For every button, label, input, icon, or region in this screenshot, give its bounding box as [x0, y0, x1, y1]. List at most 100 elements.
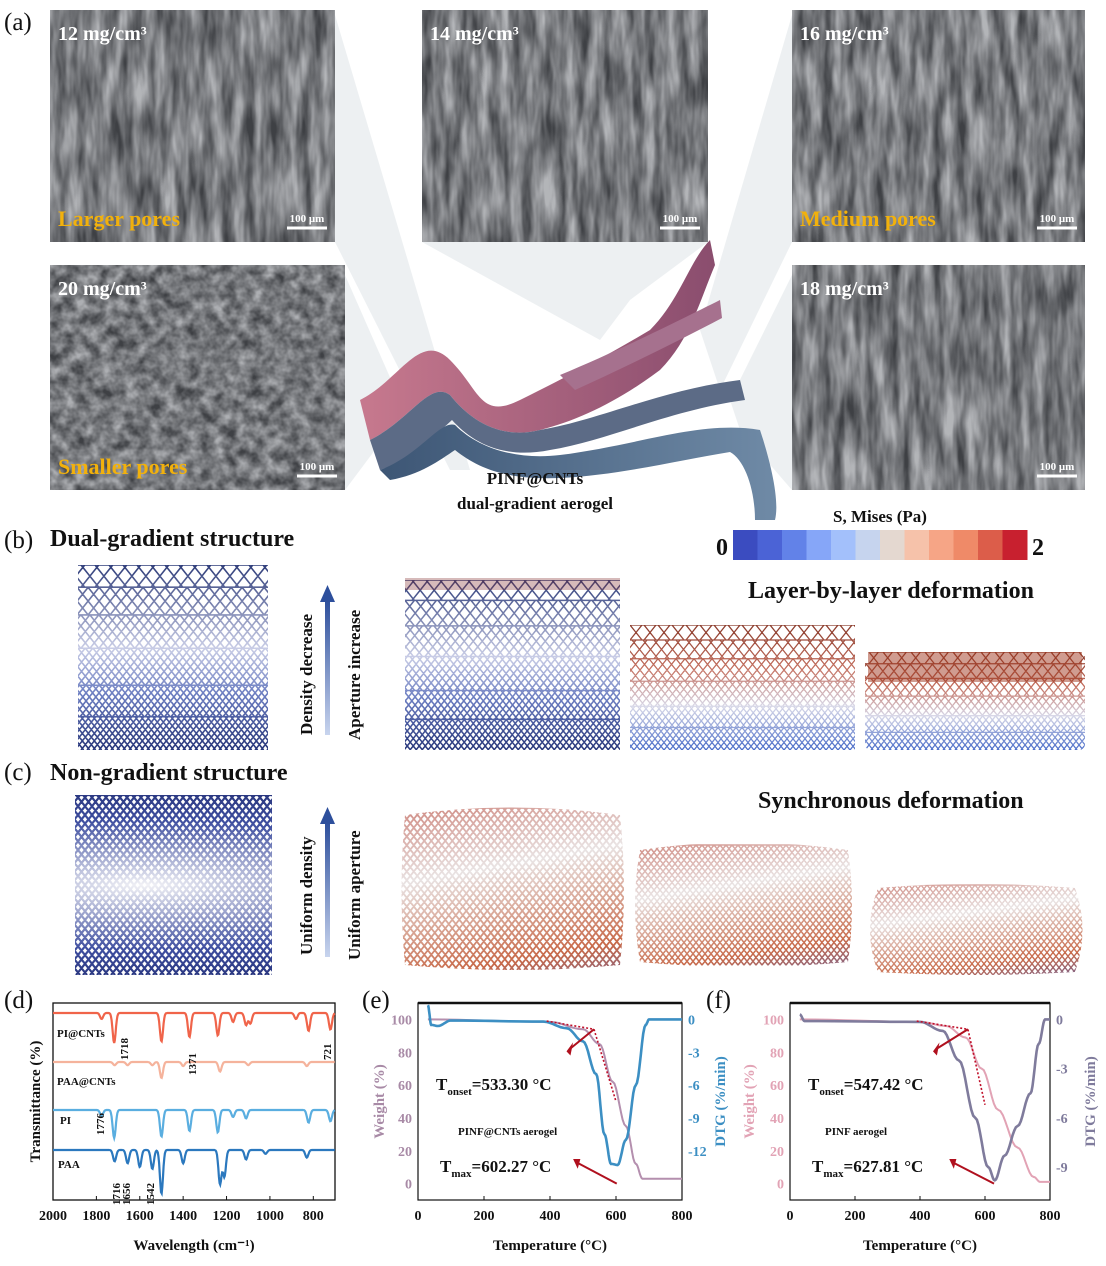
panel-label-f: (f) — [706, 987, 731, 1014]
label-symbol: T — [436, 1075, 448, 1094]
arrow-head-icon — [949, 1158, 957, 1169]
colorbar-segment — [733, 530, 758, 560]
y2-tick-label: -9 — [1056, 1161, 1068, 1176]
panel-label-d: (d) — [4, 987, 33, 1014]
scale-bar-label: 100 μm — [663, 213, 698, 225]
arrow-head-icon — [933, 1042, 940, 1056]
label-symbol: T — [440, 1157, 452, 1176]
x-tick-label: 0 — [415, 1209, 422, 1224]
colorbar-segment — [904, 530, 930, 560]
colorbar-max: 2 — [1032, 535, 1044, 561]
callout-wedge — [345, 275, 400, 490]
x-tick-label: 400 — [910, 1209, 931, 1224]
lattice-lines — [405, 580, 620, 750]
lattice-lines — [870, 884, 1083, 975]
label-value: =547.42 °C — [844, 1075, 924, 1094]
tga-chart: 0 200 400 600 800 0 20 40 60 80 100 0 -3 -6 -9 Temperat… — [742, 1001, 1099, 1254]
y2-tick-label: -3 — [688, 1046, 700, 1061]
panel-label-b: (b) — [4, 527, 33, 554]
onset-label: Tonset=547.42 °C — [808, 1075, 924, 1098]
lattice-structure — [870, 884, 1083, 975]
series-line-paa-cnts — [53, 1060, 335, 1080]
colorbar-min: 0 — [716, 535, 728, 561]
colorbar-segment — [855, 530, 881, 560]
panel-label-a: (a) — [4, 9, 32, 36]
onset-label: Tonset=533.30 °C — [436, 1075, 552, 1098]
scale-bar-label: 100 μm — [1040, 213, 1075, 225]
density-decrease-label: Density decrease — [297, 614, 316, 735]
crushed-top-layer — [405, 578, 620, 590]
arrow-shaft — [325, 600, 330, 735]
lattice-mesh — [630, 625, 855, 750]
series-line-pi — [53, 1108, 336, 1143]
lattice-lines — [630, 625, 855, 750]
colorbar-segment — [978, 530, 1003, 560]
sem-image: 18 mg/cm³ 100 μm — [792, 265, 1085, 490]
x-tick-label: 400 — [540, 1209, 561, 1224]
y-tick-label: 0 — [405, 1178, 412, 1193]
y2-tick-label: 0 — [1056, 1013, 1063, 1028]
y2-axis-label: DTG (%/min) — [1083, 1056, 1099, 1146]
x-tick-label: 800 — [303, 1209, 324, 1224]
x-tick-label: 1000 — [256, 1209, 284, 1224]
aerogel-caption-1: PINF@CNTs — [487, 469, 584, 488]
sample-label: PINF aerogel — [825, 1126, 887, 1138]
sem-image: 20 mg/cm³ Smaller pores 100 μm — [50, 265, 345, 490]
pink-layer — [360, 240, 715, 440]
density-label: 14 mg/cm³ — [430, 23, 519, 45]
panel-b: (b) Dual-gradient structure S, Mises (Pa… — [4, 507, 1085, 750]
series-label: PI@CNTs — [57, 1028, 105, 1040]
y2-tick-label: 0 — [688, 1013, 695, 1028]
y-tick-label: 80 — [398, 1046, 412, 1061]
panel-c: (c) Non-gradient structure Synchronous d… — [4, 759, 1083, 975]
panel-c-title: Non-gradient structure — [50, 760, 288, 786]
onset-tangent — [916, 1020, 986, 1105]
panel-label-e: (e) — [362, 987, 390, 1014]
label-value: =627.81 °C — [844, 1157, 924, 1176]
lattice-structure — [401, 807, 624, 970]
x-tick-label: 0 — [787, 1209, 794, 1224]
label-symbol: T — [812, 1157, 824, 1176]
lattice-mesh — [865, 652, 1085, 750]
callout-wedge — [422, 242, 708, 340]
x-tick-label: 200 — [845, 1209, 866, 1224]
tg-curve — [799, 1018, 1050, 1183]
density-label: 18 mg/cm³ — [800, 278, 889, 300]
series-line-pi-cnts — [53, 1011, 336, 1044]
y-tick-label: 40 — [398, 1112, 412, 1127]
max-arrow — [952, 1161, 995, 1185]
lattice-structure — [630, 625, 855, 750]
lattice-mesh — [870, 884, 1083, 975]
label-subscript: max — [451, 1168, 472, 1180]
callout-wedge — [700, 15, 792, 390]
lattice-structure — [78, 565, 268, 750]
x-tick-label: 1400 — [169, 1209, 197, 1224]
y-tick-label: 20 — [398, 1145, 412, 1160]
y-tick-label: 20 — [770, 1145, 784, 1160]
pore-size-label: Medium pores — [800, 206, 936, 231]
lattice-mesh — [405, 580, 620, 750]
lattice-lines — [401, 807, 624, 970]
peak-annotation: 1371 — [187, 1053, 199, 1075]
y2-tick-label: -6 — [688, 1079, 700, 1094]
x-tick-label: 1600 — [126, 1209, 154, 1224]
y2-tick-label: -12 — [688, 1145, 707, 1160]
peak-annotation: 1656 — [121, 1183, 133, 1206]
x-tick-label: 600 — [606, 1209, 627, 1224]
middle-layer — [370, 380, 745, 470]
lattice-mesh — [401, 807, 624, 970]
lattice-lines — [75, 795, 272, 975]
panel-c-deformation-label: Synchronous deformation — [758, 788, 1024, 814]
tg-curve — [427, 1018, 682, 1180]
sample-label: PINF@CNTs aerogel — [458, 1126, 557, 1138]
colorbar-segment — [1002, 530, 1028, 560]
colorbar — [733, 530, 1028, 560]
colorbar-segment — [880, 530, 905, 560]
lattice-mesh — [635, 844, 852, 966]
y-tick-label: 0 — [777, 1178, 784, 1193]
pink-layer-2 — [560, 300, 722, 390]
tga-chart: 0 200 400 600 800 0 20 40 60 80 100 0 -3 -6 -9 -12 Tempe… — [372, 1001, 729, 1254]
sem-image: 16 mg/cm³ Medium pores 100 μm — [792, 10, 1085, 242]
arrow-up-icon — [320, 807, 335, 824]
